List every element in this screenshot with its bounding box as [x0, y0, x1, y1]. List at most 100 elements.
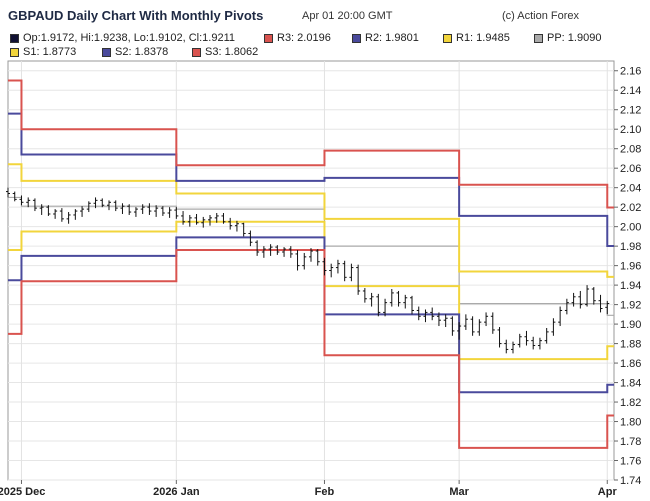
ohlc-bar	[585, 285, 590, 307]
ohlc-bar	[430, 307, 435, 321]
ohlc-bar	[113, 200, 118, 212]
legend-pp: PP: 1.9090	[534, 32, 601, 44]
ohlc-bar	[268, 244, 273, 256]
legend-swatch	[352, 33, 361, 43]
ohlc-bar	[511, 341, 515, 354]
x-tick-label: Mar	[449, 486, 469, 498]
ohlc-bar	[282, 247, 287, 257]
legend-label: R2: 1.9801	[365, 32, 419, 44]
legend-label: Op:1.9172, Hi:1.9238, Lo:1.9102, Cl:1.92…	[23, 32, 236, 44]
ohlc-bar	[133, 207, 138, 217]
ohlc-bar	[160, 206, 165, 216]
chart-title: GBPAUD Daily Chart With Monthly Pivots	[8, 8, 264, 23]
ohlc-bar	[537, 337, 542, 350]
ohlc-bar	[302, 252, 307, 270]
ohlc-bar	[598, 294, 603, 313]
legend-s3: S3: 1.8062	[192, 46, 258, 58]
ohlc-bar	[470, 316, 475, 336]
ohlc-bar	[457, 322, 462, 340]
legend-label: R1: 1.9485	[456, 32, 510, 44]
legend-label: PP: 1.9090	[547, 32, 602, 44]
ohlc-bar	[356, 264, 361, 295]
y-tick-label: 1.80	[620, 417, 641, 429]
legend-r2: R2: 1.9801	[352, 32, 419, 44]
y-tick-label: 2.04	[620, 183, 641, 195]
legend-s2: S2: 1.8378	[102, 46, 168, 58]
y-tick-label: 2.16	[620, 66, 641, 78]
ohlc-bar	[12, 191, 17, 202]
ohlc-bar	[73, 209, 78, 220]
y-tick-label: 2.00	[620, 222, 641, 234]
legend-r1: R1: 1.9485	[443, 32, 510, 44]
ohlc-bar	[201, 216, 206, 228]
legend-s1: S1: 1.8773	[10, 46, 76, 58]
ohlc-bar	[342, 260, 347, 282]
ohlc-bar	[107, 200, 111, 211]
y-tick-label: 2.06	[620, 163, 641, 175]
ohlc-bar	[329, 263, 334, 278]
ohlc-bar	[19, 195, 24, 206]
ohlc-bar	[261, 246, 266, 258]
legend-swatch	[264, 33, 273, 43]
ohlc-bar	[66, 212, 71, 224]
ohlc-bar	[524, 330, 529, 346]
x-tick-label: 2026 Jan	[153, 486, 200, 498]
x-tick-label: Feb	[315, 486, 335, 498]
x-tick-label: Apr	[598, 486, 618, 498]
y-tick-label: 2.08	[620, 144, 641, 156]
pivot-line-r2	[8, 112, 614, 248]
ohlc-bar	[383, 298, 388, 317]
ohlc-bar	[221, 213, 226, 224]
ohlc-bar	[605, 300, 610, 315]
ohlc-bar	[335, 259, 340, 274]
ohlc-bar	[275, 245, 280, 255]
ohlc-bar	[32, 198, 37, 212]
ohlc-bar	[80, 206, 85, 217]
ohlc-bar	[309, 248, 313, 262]
y-tick-label: 1.88	[620, 339, 641, 351]
pivot-line-r3	[8, 79, 614, 209]
ohlc-bar	[477, 319, 482, 336]
ohlc-bar	[46, 205, 51, 216]
ohlc-bar	[396, 290, 401, 307]
ohlc-bar	[450, 316, 455, 336]
ohlc-bar	[187, 214, 192, 227]
ohlc-bar	[531, 336, 536, 350]
ohlc-bar	[571, 292, 576, 307]
x-tick-label: 2025 Dec	[0, 486, 45, 498]
legend-swatch	[534, 33, 543, 43]
legend-swatch	[10, 47, 19, 57]
ohlc-bar	[59, 208, 64, 222]
ohlc-bar	[591, 287, 596, 305]
ohlc-bar	[100, 198, 105, 208]
ohlc-bar	[154, 205, 159, 217]
ohlc-bar	[167, 207, 172, 218]
ohlc-bar	[544, 327, 549, 344]
ohlc-bar	[484, 312, 489, 327]
ohlc-bar	[26, 197, 31, 208]
legend-swatch	[192, 47, 201, 57]
ohlc-bar	[376, 293, 381, 317]
legend-swatch	[10, 33, 19, 43]
y-tick-label: 1.74	[620, 475, 641, 487]
ohlc-bar	[39, 204, 44, 215]
y-tick-label: 2.02	[620, 202, 641, 214]
ohlc-bar	[53, 209, 58, 219]
ohlc-bar	[255, 240, 260, 256]
timestamp: Apr 01 20:00 GMT	[302, 10, 393, 22]
pivot-line-s3	[8, 249, 614, 449]
credit-text: (c) Action Forex	[502, 10, 580, 22]
ohlc-bar	[140, 204, 145, 214]
y-tick-label: 1.96	[620, 261, 641, 273]
ohlc-bar	[504, 339, 509, 354]
ohlc-bar	[93, 197, 98, 209]
ohlc-bar	[497, 327, 502, 348]
y-tick-label: 1.92	[620, 300, 641, 312]
ohlc-bar	[517, 333, 522, 348]
y-tick-label: 1.94	[620, 280, 641, 292]
ohlc-bar	[288, 246, 293, 258]
ohlc-bar	[234, 220, 239, 232]
pivot-line-r1	[8, 163, 614, 278]
